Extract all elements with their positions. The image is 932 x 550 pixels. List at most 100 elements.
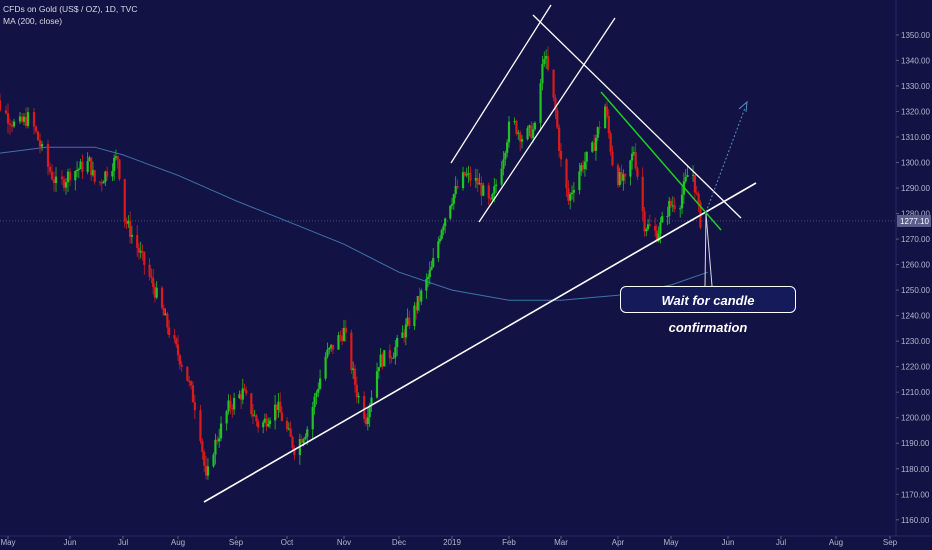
candle-down [106, 171, 109, 177]
candle-down [285, 420, 289, 429]
candle-up [313, 396, 316, 408]
x-tick-label: Sep [229, 538, 244, 547]
candle-down [559, 151, 563, 160]
ma-200-layer [0, 146, 708, 301]
candle-up [657, 233, 660, 242]
candle-down [616, 165, 620, 186]
candle-up [77, 168, 80, 170]
candle-down [480, 183, 483, 196]
candle-down [46, 144, 50, 167]
candle-up [268, 420, 272, 425]
candle-up [164, 313, 167, 316]
candle-up [114, 156, 118, 158]
candle-down [620, 172, 623, 181]
candle-up [130, 235, 133, 237]
candle-up [428, 270, 431, 278]
candle-down [168, 327, 171, 336]
candle-up [438, 238, 442, 242]
candle-down [143, 251, 146, 265]
rising-support-trendline [203, 182, 757, 503]
candle-down [193, 402, 196, 411]
candle-down [240, 394, 243, 400]
candle-down [363, 395, 366, 419]
candle-down [476, 177, 479, 185]
candle-down [469, 173, 472, 181]
candle-down [36, 131, 40, 141]
candle-up [680, 194, 684, 209]
candle-down [191, 385, 195, 403]
candle-up [111, 171, 114, 177]
candle-up [495, 184, 498, 187]
y-tick-label: 1180.00 [901, 465, 930, 474]
candle-down [418, 295, 421, 302]
candle-down [669, 200, 673, 206]
candle-up [366, 417, 369, 424]
candle-up [267, 424, 270, 427]
candle-down [20, 116, 24, 122]
candle-up [377, 367, 380, 372]
candle-up [357, 395, 360, 398]
y-tick-label: 1290.00 [901, 184, 930, 193]
candle-up [425, 279, 428, 291]
x-tick-label: Aug [829, 538, 843, 547]
candle-up [262, 422, 265, 428]
candle-up [383, 350, 386, 367]
candle-up [449, 205, 452, 219]
candle-up [104, 171, 107, 182]
x-tick-label: Sep [883, 538, 898, 547]
candle-up [591, 142, 594, 152]
candle-up [306, 429, 309, 437]
candle-down [609, 133, 612, 152]
candle-down [339, 335, 342, 337]
candle-up [91, 170, 95, 176]
candle-up [684, 176, 687, 182]
candle-down [289, 428, 292, 437]
annotation-callout[interactable]: Wait for candle confirmation [620, 286, 796, 335]
candle-up [302, 439, 305, 443]
candle-up [467, 173, 470, 175]
candle-up [532, 129, 535, 139]
candle-up [287, 428, 290, 430]
candle-down [611, 151, 614, 166]
candle-up [206, 466, 210, 476]
candle-up [127, 220, 130, 224]
candle-up [454, 186, 457, 195]
candle-down [50, 171, 54, 180]
candle-down [229, 400, 232, 409]
callout-pointer [705, 213, 713, 287]
candle-down [60, 176, 64, 180]
candle-up [241, 388, 244, 400]
candle-up [545, 55, 548, 59]
candle-down [300, 439, 303, 443]
candle-down [567, 188, 570, 201]
projection-arrow-head [738, 100, 748, 113]
candle-up [646, 224, 650, 230]
drawings-layer [203, 4, 757, 503]
candle-up [328, 347, 331, 350]
y-tick-label: 1350.00 [901, 31, 930, 40]
candle-up [461, 172, 465, 189]
y-tick-label: 1190.00 [901, 439, 930, 448]
x-tick-label: Mar [554, 538, 568, 547]
candle-up [225, 411, 228, 424]
candle-up [491, 194, 494, 200]
candle-down [136, 235, 139, 248]
candle-down [255, 415, 258, 422]
x-tick-label: May [663, 538, 678, 547]
candle-down [554, 97, 557, 111]
candle-up [212, 454, 215, 467]
candle-up [631, 153, 634, 161]
candle-down [634, 152, 637, 169]
candle-up [326, 349, 329, 357]
candle-down [655, 230, 658, 242]
y-tick-label: 1200.00 [901, 414, 930, 423]
candle-down [636, 168, 639, 177]
candle-up [580, 165, 583, 172]
candle-up [64, 182, 68, 188]
candle-down [257, 421, 260, 428]
candle-down [150, 276, 153, 278]
candle-down [648, 224, 651, 226]
candle-up [416, 295, 419, 311]
candle-down [141, 251, 144, 253]
x-tick-label: Aug [171, 538, 185, 547]
